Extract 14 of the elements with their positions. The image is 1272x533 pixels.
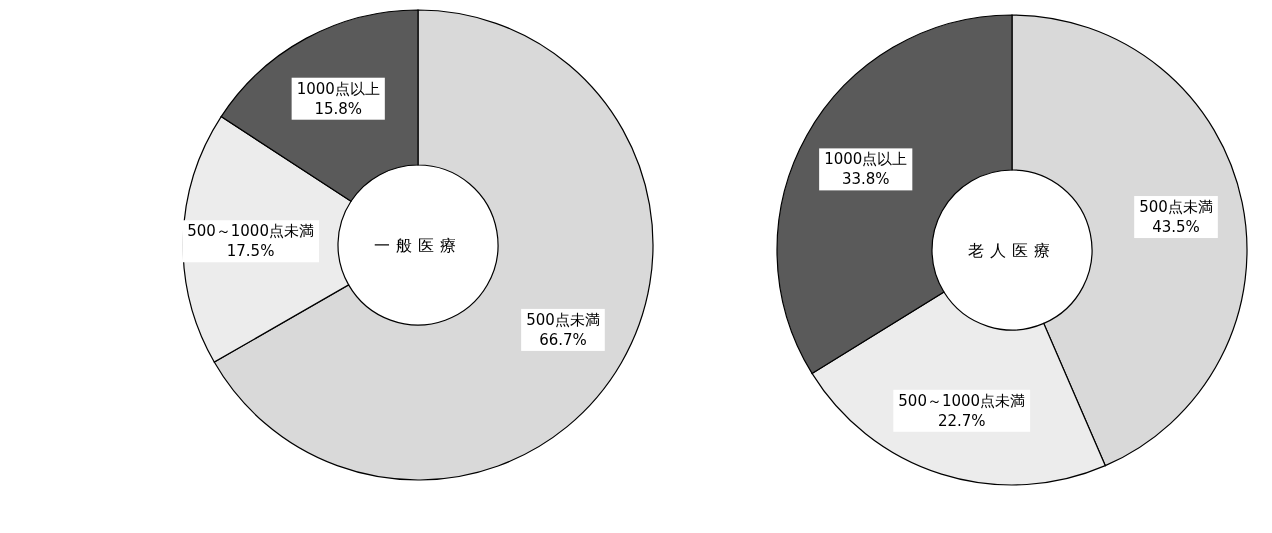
- slice-label: 1000点以上: [296, 79, 380, 98]
- data-label: 22.7%: [937, 411, 986, 430]
- title: 一般医療: [374, 236, 462, 255]
- slice-label: 500～1000点未満: [898, 391, 1026, 410]
- data-label: 43.5%: [1152, 218, 1200, 237]
- slice-label: 500～1000点未満: [187, 222, 314, 241]
- slice-label: 500点未満: [1139, 198, 1213, 217]
- data-label: 15.8%: [314, 99, 363, 118]
- slice-label: 500点未満: [526, 310, 600, 329]
- data-label: 66.7%: [539, 330, 587, 349]
- slice-label: 1000点以上: [824, 150, 908, 169]
- title: 老人医療: [968, 241, 1056, 260]
- data-label: 33.8%: [841, 170, 890, 189]
- data-label: 17.5%: [226, 242, 275, 261]
